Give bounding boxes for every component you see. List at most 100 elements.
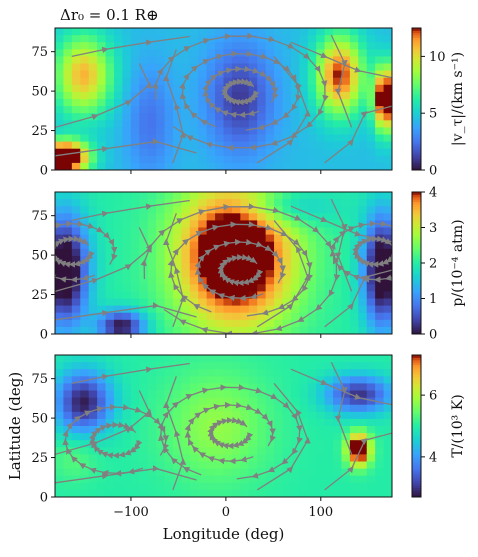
heatmap-cell bbox=[130, 35, 140, 43]
heatmap-cell bbox=[299, 355, 309, 363]
heatmap-cell bbox=[299, 35, 309, 43]
heatmap-cell bbox=[383, 390, 392, 399]
heatmap-cell bbox=[189, 489, 199, 497]
heatmap-cell bbox=[240, 234, 250, 243]
heatmap-cell bbox=[324, 77, 334, 86]
heatmap-cell bbox=[265, 447, 275, 455]
plot-frame bbox=[54, 354, 393, 498]
colorbar-label: p/(10⁻⁴ atm) bbox=[450, 219, 466, 306]
heatmap-cell bbox=[71, 390, 81, 399]
heatmap-cell bbox=[80, 475, 90, 484]
colorbar-segment bbox=[412, 407, 421, 410]
heatmap-cell bbox=[71, 255, 81, 264]
heatmap-cell bbox=[122, 397, 132, 406]
heatmap-cell bbox=[198, 461, 208, 470]
heatmap-cell bbox=[198, 433, 208, 441]
heatmap-cell bbox=[71, 248, 81, 257]
streamline bbox=[71, 362, 190, 385]
heatmap-cell bbox=[248, 489, 258, 497]
heatmap-cell bbox=[240, 355, 250, 363]
heatmap-cell bbox=[341, 127, 351, 136]
heatmap-cell bbox=[316, 411, 326, 420]
heatmap-cell bbox=[105, 475, 115, 484]
heatmap-cell bbox=[274, 291, 284, 300]
heatmap-cell bbox=[383, 227, 392, 236]
heatmap-cell bbox=[349, 84, 359, 93]
colorbar-segment bbox=[412, 220, 421, 224]
heatmap-cell bbox=[307, 418, 317, 427]
heatmap-cell bbox=[333, 447, 343, 455]
heatmap-cell bbox=[240, 468, 250, 477]
heatmap-cell bbox=[88, 475, 98, 484]
colorbar-segment bbox=[412, 319, 421, 323]
colorbar-segment bbox=[412, 236, 421, 240]
heatmap-cell bbox=[181, 28, 191, 36]
heatmap-cell bbox=[307, 411, 317, 420]
heatmap-cell bbox=[257, 440, 267, 448]
heatmap-cell bbox=[147, 113, 157, 121]
heatmap-cell bbox=[299, 63, 309, 72]
heatmap-cell bbox=[122, 362, 132, 370]
heatmap-cell bbox=[189, 454, 199, 463]
heatmap-cell bbox=[172, 390, 182, 399]
heatmap-cell bbox=[198, 418, 208, 427]
heatmap-cell bbox=[156, 284, 166, 292]
colorbar-segment bbox=[412, 99, 421, 102]
heatmap-cell bbox=[358, 489, 368, 497]
heatmap-cell bbox=[248, 263, 258, 271]
heatmap-cell bbox=[88, 489, 98, 497]
heatmap-cell bbox=[341, 91, 351, 100]
heatmap-cell bbox=[147, 461, 157, 470]
colorbar-segment bbox=[412, 255, 421, 259]
heatmap-cell bbox=[55, 84, 65, 93]
heatmap-cell bbox=[189, 84, 199, 93]
heatmap-cell bbox=[122, 383, 132, 392]
heatmap-cell bbox=[223, 199, 233, 207]
heatmap-cell bbox=[164, 206, 174, 214]
colorbar-segment bbox=[412, 210, 421, 214]
heatmap-cell bbox=[299, 28, 309, 36]
heatmap-cell bbox=[206, 192, 216, 200]
heatmap-cell bbox=[324, 49, 334, 57]
heatmap-cell bbox=[316, 42, 326, 50]
heatmap-cell bbox=[383, 42, 392, 50]
heatmap-cell bbox=[172, 155, 182, 164]
heatmap-cell bbox=[282, 28, 292, 36]
heatmap-cell bbox=[282, 312, 292, 321]
heatmap-cell bbox=[274, 99, 284, 107]
heatmap-cell bbox=[105, 383, 115, 392]
colorbar-segment bbox=[412, 466, 421, 470]
heatmap-cell bbox=[63, 305, 73, 314]
heatmap-cell bbox=[215, 482, 225, 491]
heatmap-cell bbox=[257, 77, 267, 86]
colorbar-segment bbox=[412, 289, 421, 292]
colorbar-segment bbox=[412, 246, 421, 250]
heatmap-cell bbox=[265, 148, 275, 157]
heatmap-cell bbox=[299, 362, 309, 370]
heatmap-cell bbox=[383, 155, 392, 164]
heatmap-cell bbox=[105, 461, 115, 470]
heatmap-cell bbox=[63, 383, 73, 392]
colorbar-segment bbox=[412, 218, 421, 221]
heatmap-cell bbox=[130, 461, 140, 470]
heatmap-cell bbox=[316, 127, 326, 136]
colorbar-segment bbox=[412, 82, 421, 86]
heatmap-cell bbox=[231, 127, 241, 136]
heatmap-cell bbox=[290, 397, 300, 406]
heatmap-cell bbox=[113, 255, 124, 264]
heatmap-cell bbox=[240, 312, 250, 321]
heatmap-cell bbox=[189, 35, 199, 43]
heatmap-cell bbox=[257, 362, 267, 370]
heatmap-cell bbox=[130, 199, 140, 207]
heatmap-cell bbox=[307, 63, 317, 72]
heatmap-cell bbox=[156, 270, 166, 278]
colorbar-segment bbox=[412, 385, 421, 389]
heatmap-cell bbox=[240, 376, 250, 384]
heatmap-cell bbox=[80, 192, 90, 200]
heatmap-cell bbox=[156, 42, 166, 50]
heatmap-cell bbox=[375, 141, 385, 150]
heatmap-cell bbox=[198, 248, 208, 257]
heatmap-cell bbox=[71, 305, 81, 314]
heatmap-cell bbox=[113, 213, 124, 221]
heatmap-cell bbox=[130, 63, 140, 72]
